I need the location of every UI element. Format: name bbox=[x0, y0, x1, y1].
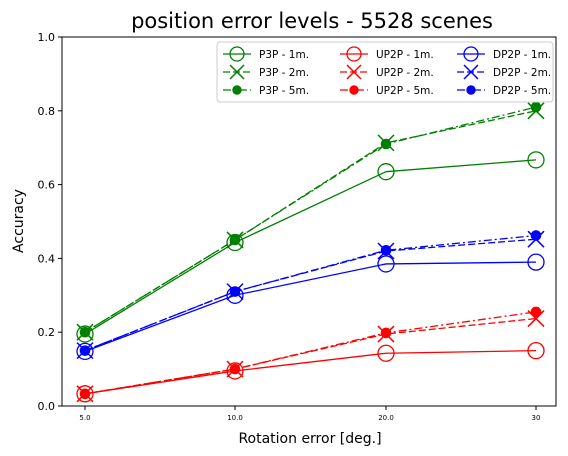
data-point bbox=[527, 151, 545, 169]
series-0 bbox=[76, 151, 545, 343]
x-tick-label: 5.0 bbox=[79, 414, 90, 422]
x-tick-label: 10.0 bbox=[227, 414, 243, 422]
series-6 bbox=[76, 253, 545, 361]
legend-entry: P3P - 5m. bbox=[223, 85, 309, 97]
legend-label: DP2P - 1m. bbox=[493, 49, 551, 61]
x-axis-label: Rotation error [deg.] bbox=[238, 431, 381, 447]
legend-entry: DP2P - 5m. bbox=[457, 85, 551, 97]
legend-label: UP2P - 1m. bbox=[376, 49, 434, 61]
legend-label: P3P - 1m. bbox=[259, 49, 309, 61]
legend-marker bbox=[229, 64, 245, 80]
data-point bbox=[377, 255, 395, 273]
legend: P3P - 1m. P3P - 2m. P3P - 5m. UP2P - 1m. UP2… bbox=[216, 41, 554, 103]
y-tick-label: 0.0 bbox=[38, 400, 56, 413]
y-tick-label: 0.8 bbox=[38, 105, 56, 118]
data-point bbox=[79, 345, 91, 356]
series-line bbox=[84, 261, 537, 352]
legend-label: UP2P - 2m. bbox=[376, 67, 434, 79]
y-tick-label: 0.2 bbox=[38, 326, 56, 339]
data-point bbox=[377, 344, 395, 362]
data-point bbox=[530, 101, 542, 113]
legend-label: P3P - 5m. bbox=[259, 85, 309, 97]
legend-entry: P3P - 1m. bbox=[223, 46, 309, 62]
data-point bbox=[380, 244, 392, 256]
series-line bbox=[84, 311, 537, 395]
series-line bbox=[84, 106, 537, 333]
legend-entry: UP2P - 5m. bbox=[340, 85, 434, 97]
x-tick-label: 30 bbox=[532, 414, 541, 422]
legend-entry: DP2P - 2m. bbox=[457, 64, 551, 80]
data-point bbox=[527, 341, 545, 360]
data-point bbox=[76, 385, 94, 403]
legend-marker bbox=[346, 64, 362, 80]
series-line bbox=[84, 234, 537, 352]
data-point bbox=[530, 306, 542, 318]
data-point bbox=[380, 138, 392, 150]
data-point bbox=[226, 233, 244, 252]
chart-title: position error levels - 5528 scenes bbox=[131, 9, 493, 33]
series-line bbox=[84, 238, 537, 352]
legend-entry: UP2P - 2m. bbox=[340, 64, 434, 80]
data-point bbox=[229, 286, 241, 297]
x-tick-label: 20.0 bbox=[378, 414, 394, 422]
y-axis-label: Accuracy bbox=[11, 189, 27, 253]
series-8 bbox=[79, 230, 542, 356]
data-point bbox=[380, 327, 392, 339]
legend-marker bbox=[463, 64, 479, 80]
series-3 bbox=[76, 341, 545, 403]
legend-marker bbox=[466, 85, 476, 95]
series-2 bbox=[79, 101, 542, 338]
data-point bbox=[79, 326, 91, 338]
legend-entry: UP2P - 1m. bbox=[340, 46, 434, 62]
legend-marker bbox=[349, 85, 359, 95]
y-tick-label: 1.0 bbox=[38, 31, 56, 44]
series-5 bbox=[79, 306, 542, 400]
legend-entry: P3P - 2m. bbox=[223, 64, 309, 80]
series-line bbox=[84, 159, 537, 335]
data-point bbox=[76, 325, 94, 343]
legend-label: UP2P - 5m. bbox=[376, 85, 434, 97]
legend-marker bbox=[346, 46, 362, 62]
plot-frame bbox=[61, 36, 557, 407]
data-point bbox=[76, 342, 94, 361]
data-point bbox=[229, 363, 241, 375]
y-tick-label: 0.4 bbox=[38, 252, 56, 265]
data-point bbox=[79, 388, 91, 400]
series-line bbox=[84, 110, 537, 333]
legend-marker bbox=[463, 46, 479, 62]
legend-label: P3P - 2m. bbox=[259, 67, 309, 79]
data-point bbox=[377, 163, 395, 181]
data-point bbox=[229, 234, 241, 246]
legend-entry: DP2P - 1m. bbox=[457, 46, 551, 62]
series-1 bbox=[76, 102, 545, 341]
legend-label: DP2P - 5m. bbox=[493, 85, 551, 97]
legend-label: DP2P - 2m. bbox=[493, 67, 551, 79]
series-line bbox=[84, 350, 537, 395]
legend-marker bbox=[232, 85, 242, 95]
series-7 bbox=[76, 230, 545, 360]
data-point bbox=[530, 230, 542, 241]
data-point bbox=[527, 253, 545, 271]
y-tick-label: 0.6 bbox=[38, 179, 56, 192]
legend-marker bbox=[229, 46, 245, 62]
series-4 bbox=[76, 310, 545, 403]
